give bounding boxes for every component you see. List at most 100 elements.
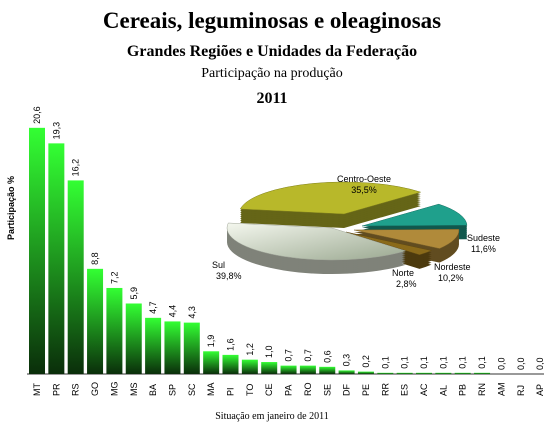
pie-slice-norte <box>345 231 433 256</box>
bar-se <box>319 366 336 374</box>
bar-pr <box>48 143 65 374</box>
bar-sc <box>183 322 200 374</box>
category-label-df: DF <box>342 384 352 396</box>
bar-value-label: 5,9 <box>129 287 139 300</box>
bar-es <box>396 372 413 374</box>
bar-value-label: 1,0 <box>264 346 274 359</box>
bar-value-label: 1,2 <box>245 343 255 356</box>
bar-series: 20,6 MT 19,3 PR 16,2 RS 8,8 GO 7,2 MG 5,9 MS 4,7 BA 4,… <box>27 106 544 396</box>
chart-year: 2011 <box>256 90 288 107</box>
category-label-mt: MT <box>32 383 42 396</box>
pie-slice-centro-oeste <box>239 181 422 215</box>
bar-value-label: 20,6 <box>32 106 42 124</box>
bar-value-label: 0,3 <box>342 354 352 367</box>
pie-slice-sudeste <box>361 203 468 227</box>
bar-value-label: 0,6 <box>322 350 332 363</box>
bar-value-label: 16,2 <box>71 159 81 177</box>
bar-value-label: 0,1 <box>380 356 390 369</box>
bar-value-label: 8,8 <box>90 252 100 265</box>
bar-value-label: 0,7 <box>284 349 294 362</box>
category-label-ms: MS <box>129 383 139 397</box>
category-label-mg: MG <box>109 382 119 397</box>
bar-mg <box>106 287 123 374</box>
pie-label-name: Centro-Oeste <box>337 174 391 184</box>
bar-value-label: 1,9 <box>206 335 216 348</box>
bar-value-label: 0,0 <box>496 357 506 370</box>
chart-subtitle-2: Participação na produção <box>201 66 343 81</box>
category-label-ac: AC <box>419 383 429 396</box>
bar-pe <box>357 371 374 374</box>
pie-label-name: Sudeste <box>467 233 500 243</box>
bar-ma <box>203 351 220 374</box>
pie-label-value: 11,6% <box>471 244 496 254</box>
bar-value-label: 0,2 <box>361 355 371 368</box>
bar-value-label: 4,7 <box>148 301 158 314</box>
category-label-to: TO <box>245 384 255 396</box>
category-label-am: AM <box>496 383 506 397</box>
bar-value-label: 19,3 <box>51 122 61 140</box>
category-label-rs: RS <box>71 383 81 396</box>
pie-label-name: Sul <box>212 260 225 270</box>
bar-value-label: 4,4 <box>167 305 177 318</box>
bar-ac <box>416 372 432 374</box>
category-label-pr: PR <box>51 383 61 396</box>
category-label-ro: RO <box>303 383 313 397</box>
category-label-pa: PA <box>284 385 294 396</box>
bar-sp <box>164 321 181 374</box>
category-label-pe: PE <box>361 384 371 396</box>
bar-value-label: 0,1 <box>477 356 487 369</box>
bar-rs <box>67 180 84 374</box>
bar-value-label: 0,7 <box>303 349 313 362</box>
bar-value-label: 0,1 <box>419 356 429 369</box>
pie-label-value: 10,2% <box>438 273 464 283</box>
pie-slice-nordeste <box>353 229 460 249</box>
pie-label-name: Nordeste <box>434 262 471 272</box>
category-label-rr: RR <box>380 383 390 396</box>
category-label-pi: PI <box>226 387 236 396</box>
bar-value-label: 0,0 <box>516 357 526 370</box>
bar-value-label: 0,0 <box>535 357 544 370</box>
bar-to <box>241 359 258 374</box>
bar-value-label: 0,1 <box>400 356 410 369</box>
category-label-rn: RN <box>477 383 487 396</box>
bar-ms <box>125 303 142 374</box>
bar-pi <box>222 354 239 374</box>
chart-title: Cereais, leguminosas e oleaginosas <box>102 8 442 33</box>
category-label-pb: PB <box>458 384 468 396</box>
bar-rn <box>474 372 491 374</box>
bar-al <box>435 372 452 374</box>
category-label-ap: AP <box>535 384 544 396</box>
bar-value-label: 0,1 <box>438 356 448 369</box>
bar-pa <box>280 365 297 374</box>
footnote: Situação em janeiro de 2011 <box>215 411 329 422</box>
bar-rr <box>377 372 394 374</box>
category-label-go: GO <box>90 382 100 396</box>
bar-df <box>338 370 355 374</box>
bar-ce <box>261 362 278 374</box>
bar-value-label: 4,3 <box>187 306 197 319</box>
category-label-sp: SP <box>167 384 177 396</box>
pie-slice-sul <box>226 222 407 261</box>
category-label-rj: RJ <box>516 385 526 396</box>
chart-subtitle: Grandes Regiões e Unidades da Federação <box>126 43 418 60</box>
bar-ba <box>145 317 162 374</box>
bar-pb <box>454 372 471 374</box>
bar-mt <box>29 127 45 374</box>
category-label-sc: SC <box>187 383 197 396</box>
bar-value-label: 7,2 <box>109 271 119 284</box>
pie-label-value: 2,8% <box>396 279 417 289</box>
bar-value-label: 1,6 <box>226 338 236 351</box>
pie-label-value: 35,5% <box>351 185 377 195</box>
category-label-se: SE <box>322 384 332 396</box>
pie-label-value: 39,8% <box>216 271 242 281</box>
bar-ro <box>299 365 316 374</box>
category-label-ma: MA <box>206 383 216 397</box>
category-label-ba: BA <box>148 384 158 396</box>
category-label-ce: CE <box>264 383 274 396</box>
bar-go <box>87 268 104 374</box>
bar-value-label: 0,1 <box>458 356 468 369</box>
category-label-es: ES <box>400 384 410 396</box>
category-label-al: AL <box>438 385 448 396</box>
